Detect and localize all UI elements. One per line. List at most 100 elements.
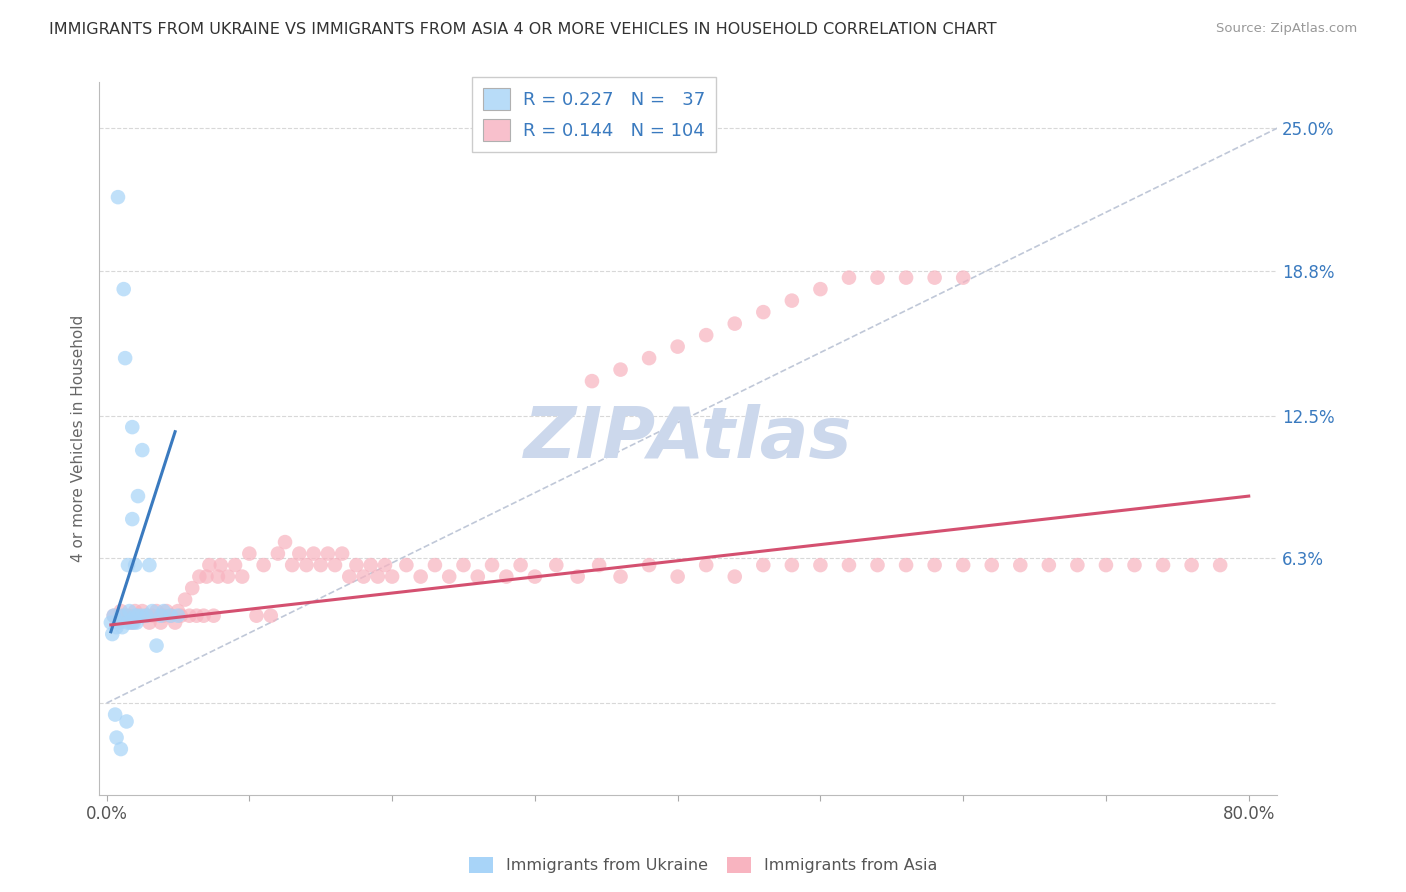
Point — [131, 608, 153, 623]
Point — [666, 569, 689, 583]
Point — [127, 608, 149, 623]
Point — [467, 569, 489, 583]
Point — [952, 558, 974, 573]
Point — [752, 558, 775, 573]
Point — [1209, 558, 1232, 573]
Point — [894, 558, 917, 573]
Point — [952, 270, 974, 285]
Point — [104, 707, 127, 722]
Point — [152, 604, 174, 618]
Point — [866, 558, 889, 573]
Point — [145, 604, 167, 618]
Point — [780, 558, 803, 573]
Point — [581, 374, 603, 388]
Point — [439, 569, 461, 583]
Point — [155, 604, 177, 618]
Point — [509, 558, 531, 573]
Point — [217, 569, 239, 583]
Point — [1123, 558, 1146, 573]
Point — [124, 608, 146, 623]
Point — [110, 604, 132, 618]
Point — [495, 569, 517, 583]
Point — [231, 569, 253, 583]
Point — [170, 608, 193, 623]
Point — [193, 608, 215, 623]
Point — [121, 420, 143, 434]
Point — [179, 608, 201, 623]
Point — [121, 512, 143, 526]
Point — [141, 604, 163, 618]
Legend: R = 0.227   N =   37, R = 0.144   N = 104: R = 0.227 N = 37, R = 0.144 N = 104 — [472, 77, 716, 152]
Point — [523, 569, 546, 583]
Point — [122, 615, 145, 630]
Point — [131, 604, 153, 618]
Point — [112, 282, 135, 296]
Point — [127, 608, 149, 623]
Point — [252, 558, 274, 573]
Point — [894, 270, 917, 285]
Point — [195, 569, 218, 583]
Point — [207, 569, 229, 583]
Point — [149, 615, 172, 630]
Point — [374, 558, 396, 573]
Point — [117, 558, 139, 573]
Point — [567, 569, 589, 583]
Point — [588, 558, 610, 573]
Point — [316, 547, 339, 561]
Point — [810, 558, 832, 573]
Point — [381, 569, 404, 583]
Point — [353, 569, 375, 583]
Point — [105, 620, 128, 634]
Point — [125, 615, 148, 630]
Point — [103, 608, 125, 623]
Point — [330, 547, 353, 561]
Point — [666, 340, 689, 354]
Point — [409, 569, 432, 583]
Point — [159, 608, 181, 623]
Point — [423, 558, 446, 573]
Point — [108, 615, 131, 630]
Point — [117, 615, 139, 630]
Point — [1095, 558, 1118, 573]
Point — [124, 558, 146, 573]
Text: IMMIGRANTS FROM UKRAINE VS IMMIGRANTS FROM ASIA 4 OR MORE VEHICLES IN HOUSEHOLD : IMMIGRANTS FROM UKRAINE VS IMMIGRANTS FR… — [49, 22, 997, 37]
Point — [1038, 558, 1060, 573]
Point — [481, 558, 503, 573]
Point — [124, 604, 146, 618]
Legend: Immigrants from Ukraine, Immigrants from Asia: Immigrants from Ukraine, Immigrants from… — [463, 850, 943, 880]
Point — [724, 317, 747, 331]
Text: Source: ZipAtlas.com: Source: ZipAtlas.com — [1216, 22, 1357, 36]
Point — [302, 547, 325, 561]
Point — [360, 558, 382, 573]
Text: ZIPAtlas: ZIPAtlas — [524, 404, 852, 473]
Point — [453, 558, 475, 573]
Point — [174, 592, 197, 607]
Point — [323, 558, 346, 573]
Point — [752, 305, 775, 319]
Point — [209, 558, 232, 573]
Point — [260, 608, 283, 623]
Point — [245, 608, 267, 623]
Point — [131, 443, 153, 458]
Point — [395, 558, 418, 573]
Point — [188, 569, 211, 583]
Point — [344, 558, 367, 573]
Point — [924, 270, 946, 285]
Point — [980, 558, 1002, 573]
Point — [117, 608, 139, 623]
Point — [202, 608, 225, 623]
Point — [118, 604, 141, 618]
Point — [924, 558, 946, 573]
Point — [274, 535, 297, 549]
Point — [149, 608, 172, 623]
Point — [120, 615, 142, 630]
Point — [1010, 558, 1032, 573]
Point — [866, 270, 889, 285]
Point — [309, 558, 332, 573]
Point — [238, 547, 260, 561]
Point — [165, 615, 187, 630]
Point — [101, 627, 124, 641]
Point — [111, 620, 134, 634]
Point — [114, 608, 136, 623]
Point — [145, 639, 167, 653]
